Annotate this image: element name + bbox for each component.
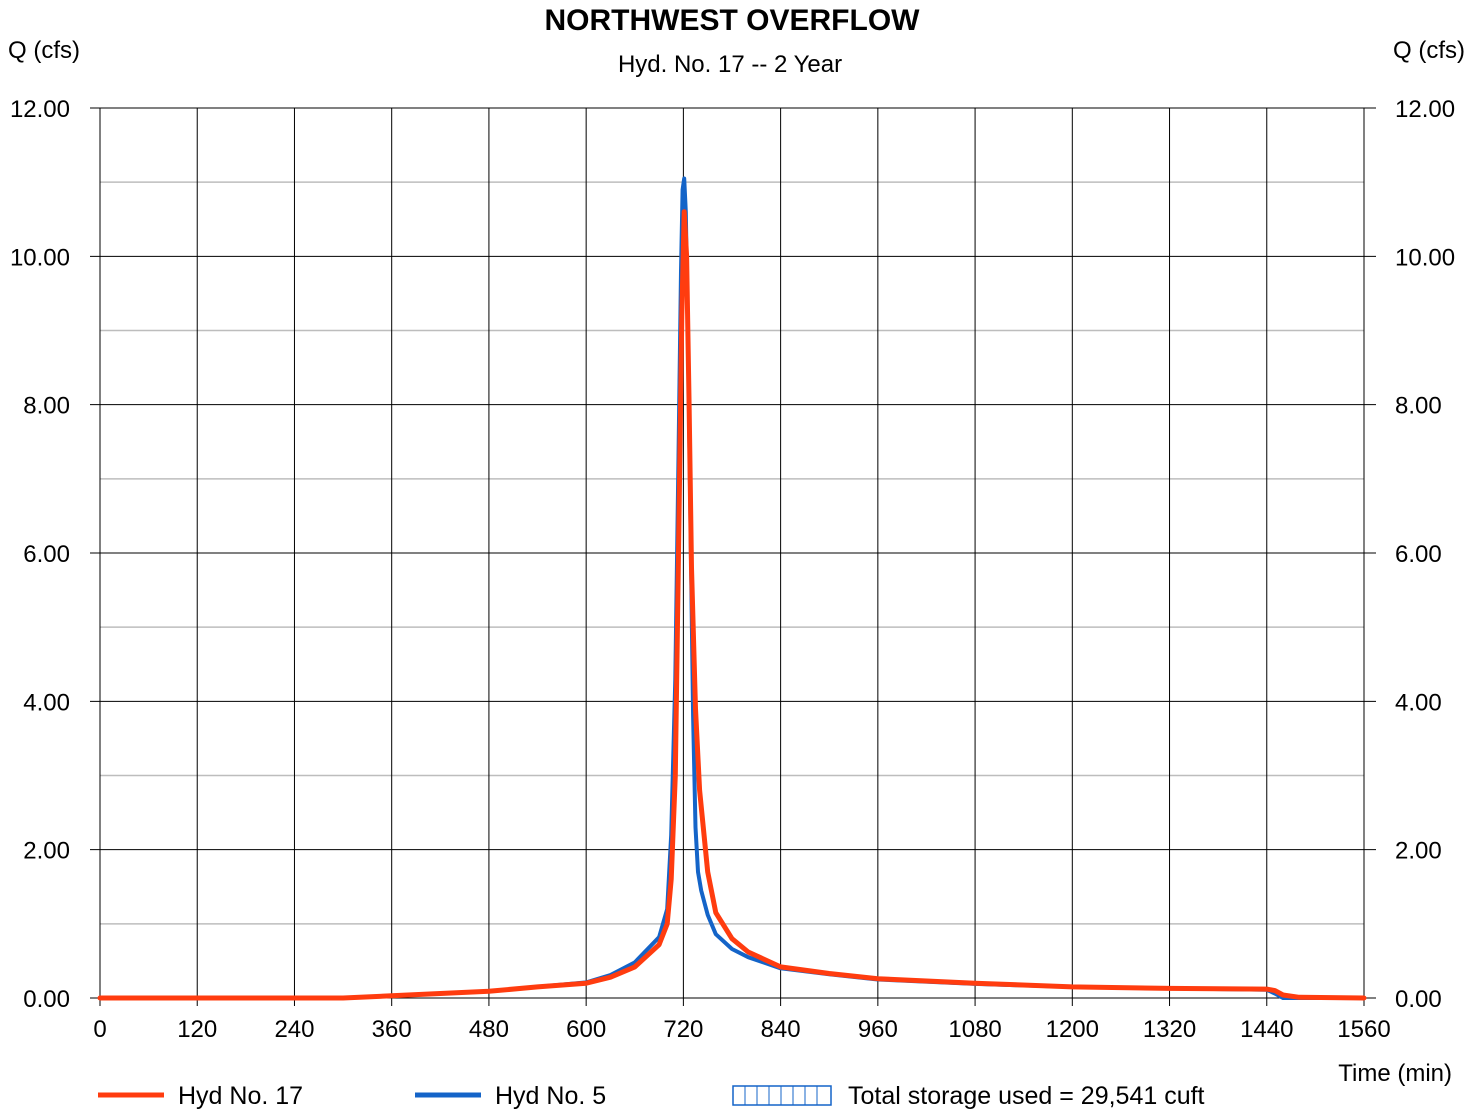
- x-tick-label: 0: [93, 1016, 106, 1043]
- x-tick-label: 120: [177, 1016, 217, 1043]
- minor-gridlines: [100, 181, 1364, 925]
- x-tick-label: 480: [469, 1016, 509, 1043]
- y-tick-label-right: 2.00: [1395, 838, 1442, 865]
- y-tick-label-left: 4.00: [23, 689, 70, 716]
- y-tick-label-left: 10.00: [10, 244, 70, 271]
- y-tick-label-right: 8.00: [1395, 393, 1442, 420]
- legend: Hyd No. 17 Hyd No. 5 Total storage used …: [98, 1082, 1205, 1110]
- series-line-hyd-17: [97, 209, 1367, 1001]
- y-tick-label-left: 6.00: [23, 541, 70, 568]
- x-tick-labels: 0 120 240 360 480 600 720 840 960 1080 1200 1320 144…: [93, 1016, 1390, 1043]
- x-tick-label: 600: [566, 1016, 606, 1043]
- x-tick-label: 960: [858, 1016, 898, 1043]
- x-axis-label: Time (min): [1338, 1060, 1452, 1087]
- x-tick-label: 1320: [1143, 1016, 1196, 1043]
- x-tick-label: 1560: [1337, 1016, 1390, 1043]
- y-tick-labels-right: 0.00 2.00 4.00 6.00 8.00 10.00 12.00: [1395, 96, 1455, 1013]
- chart-title: NORTHWEST OVERFLOW: [545, 4, 921, 37]
- y-tick-label-right: 0.00: [1395, 986, 1442, 1013]
- y-axis-right-label: Q (cfs): [1393, 37, 1465, 64]
- legend-label-hyd-17: Hyd No. 17: [178, 1082, 303, 1110]
- y-tick-label-left: 12.00: [10, 96, 70, 123]
- x-tick-label: 360: [372, 1016, 412, 1043]
- x-tick-label: 720: [663, 1016, 703, 1043]
- chart-subtitle: Hyd. No. 17 -- 2 Year: [618, 51, 842, 78]
- x-tick-label: 240: [274, 1016, 314, 1043]
- y-tick-labels-left: 0.00 2.00 4.00 6.00 8.00 10.00 12.00: [10, 96, 70, 1013]
- major-gridlines: [90, 107, 1376, 1006]
- x-tick-label: 1080: [948, 1016, 1001, 1043]
- y-tick-label-left: 8.00: [23, 393, 70, 420]
- y-tick-label-left: 0.00: [23, 986, 70, 1013]
- y-tick-label-right: 10.00: [1395, 244, 1455, 271]
- series-line-hyd-5: [98, 176, 1366, 1000]
- legend-label-storage: Total storage used = 29,541 cuft: [848, 1082, 1205, 1110]
- y-tick-label-right: 12.00: [1395, 96, 1455, 123]
- x-tick-label: 1440: [1240, 1016, 1293, 1043]
- y-tick-label-right: 6.00: [1395, 541, 1442, 568]
- y-axis-left-label: Q (cfs): [8, 37, 80, 64]
- legend-label-hyd-5: Hyd No. 5: [495, 1082, 606, 1110]
- x-tick-label: 840: [761, 1016, 801, 1043]
- y-tick-label-right: 4.00: [1395, 689, 1442, 716]
- x-tick-label: 1200: [1046, 1016, 1099, 1043]
- y-tick-label-left: 2.00: [23, 838, 70, 865]
- legend-storage-hatch-icon: [732, 1085, 832, 1106]
- series-lines: [97, 176, 1367, 1001]
